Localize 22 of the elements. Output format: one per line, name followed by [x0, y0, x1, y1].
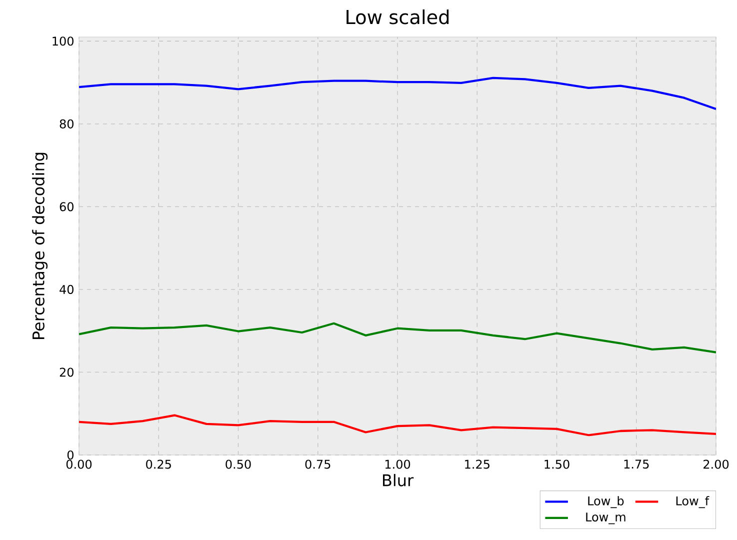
x-tick-label: 0.50	[226, 460, 251, 469]
x-tick-label: 0.75	[305, 460, 330, 469]
x-tick-label: 1.50	[544, 460, 570, 469]
x-tick-label: 2.00	[704, 460, 729, 469]
legend-label: Low_f	[676, 496, 710, 508]
legend-label: Low_m	[586, 512, 626, 524]
x-axis-title: Blur	[383, 474, 414, 486]
x-tick-label: 1.00	[385, 460, 410, 469]
x-tick-label: 0.00	[66, 460, 92, 469]
y-tick-label: 40	[60, 284, 74, 294]
x-tick-label: 1.25	[465, 460, 490, 469]
x-tick-label: 0.25	[146, 460, 171, 469]
chart-title: Low scaled	[346, 9, 449, 24]
x-tick-label: 1.75	[624, 460, 649, 469]
y-tick-label: 60	[60, 202, 74, 212]
legend-label: Low_b	[588, 496, 624, 508]
y-tick-label: 100	[52, 36, 74, 46]
y-tick-label: 80	[60, 119, 74, 128]
y-tick-label: 0	[67, 450, 74, 460]
line-series	[79, 414, 716, 436]
y-tick-label: 20	[60, 368, 74, 377]
y-axis-title: Percentage of decoding	[32, 152, 48, 339]
